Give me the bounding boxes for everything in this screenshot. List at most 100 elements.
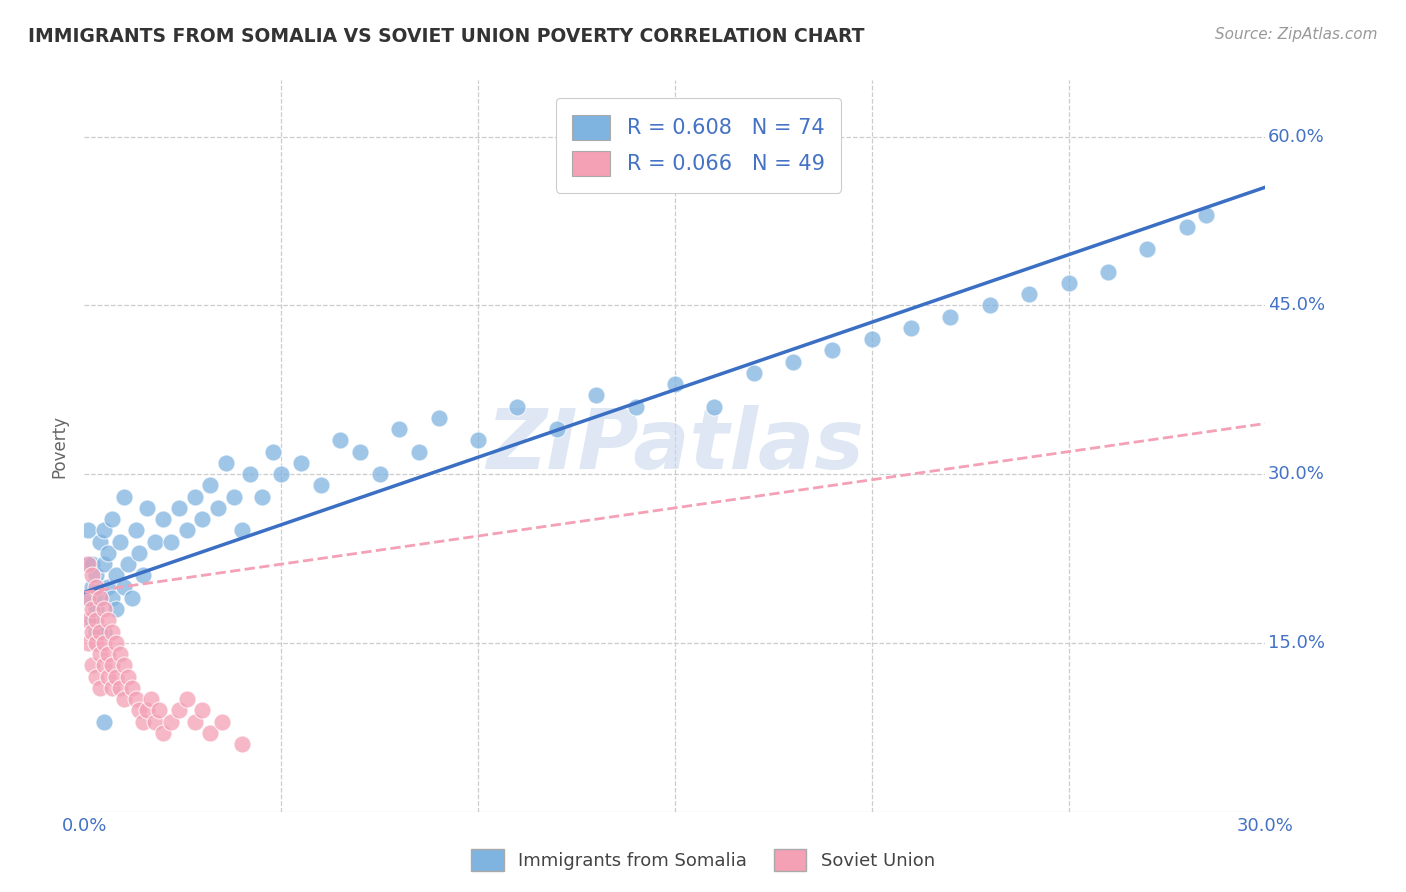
Point: [222, 490, 245, 504]
Point: [117, 670, 139, 684]
Point: [585, 388, 607, 402]
Point: [160, 534, 183, 549]
Point: [231, 737, 253, 751]
Point: [388, 422, 411, 436]
Point: [506, 400, 529, 414]
Point: [97, 580, 120, 594]
Point: [77, 557, 100, 571]
Point: [97, 670, 120, 684]
Point: [215, 456, 238, 470]
Point: [132, 714, 155, 729]
Point: [128, 546, 150, 560]
Point: [231, 524, 253, 538]
Point: [97, 614, 120, 628]
Point: [77, 636, 100, 650]
Point: [84, 580, 107, 594]
Point: [160, 714, 183, 729]
Point: [200, 478, 222, 492]
Point: [141, 692, 163, 706]
Point: [77, 557, 100, 571]
Point: [152, 512, 174, 526]
Point: [104, 670, 127, 684]
Point: [427, 410, 450, 425]
Point: [89, 681, 111, 695]
Point: [82, 580, 104, 594]
Point: [89, 591, 111, 605]
Point: [176, 524, 198, 538]
Text: 60.0%: 60.0%: [1268, 128, 1324, 145]
Point: [143, 714, 166, 729]
Point: [183, 490, 205, 504]
Point: [93, 636, 115, 650]
Point: [121, 681, 143, 695]
Point: [101, 512, 124, 526]
Point: [93, 714, 115, 729]
Point: [89, 624, 111, 639]
Point: [979, 298, 1001, 312]
Point: [124, 524, 146, 538]
Point: [89, 647, 111, 661]
Point: [900, 321, 922, 335]
Point: [821, 343, 844, 358]
Point: [108, 647, 131, 661]
Point: [167, 703, 190, 717]
Point: [742, 366, 765, 380]
Point: [112, 692, 135, 706]
Point: [121, 591, 143, 605]
Point: [108, 534, 131, 549]
Point: [250, 490, 273, 504]
Point: [132, 568, 155, 582]
Point: [93, 602, 115, 616]
Point: [467, 434, 489, 448]
Point: [93, 524, 115, 538]
Text: Source: ZipAtlas.com: Source: ZipAtlas.com: [1215, 27, 1378, 42]
Text: ZIPatlas: ZIPatlas: [486, 406, 863, 486]
Point: [97, 647, 120, 661]
Point: [703, 400, 725, 414]
Point: [1136, 242, 1159, 256]
Point: [1175, 219, 1198, 234]
Point: [93, 557, 115, 571]
Point: [1097, 264, 1119, 278]
Point: [77, 614, 100, 628]
Point: [84, 624, 107, 639]
Point: [82, 624, 104, 639]
Point: [93, 658, 115, 673]
Text: 15.0%: 15.0%: [1268, 634, 1324, 652]
Point: [124, 692, 146, 706]
Point: [290, 456, 312, 470]
Point: [408, 444, 430, 458]
Point: [82, 658, 104, 673]
Point: [939, 310, 962, 324]
Point: [1195, 208, 1218, 222]
Point: [309, 478, 332, 492]
Point: [200, 726, 222, 740]
Point: [176, 692, 198, 706]
Point: [368, 467, 391, 482]
Point: [89, 591, 111, 605]
Text: IMMIGRANTS FROM SOMALIA VS SOVIET UNION POVERTY CORRELATION CHART: IMMIGRANTS FROM SOMALIA VS SOVIET UNION …: [28, 27, 865, 45]
Point: [108, 681, 131, 695]
Point: [117, 557, 139, 571]
Point: [84, 568, 107, 582]
Point: [207, 500, 229, 515]
Point: [82, 557, 104, 571]
Point: [97, 546, 120, 560]
Point: [1057, 276, 1080, 290]
Y-axis label: Poverty: Poverty: [51, 415, 69, 477]
Point: [191, 512, 214, 526]
Point: [624, 400, 647, 414]
Point: [101, 591, 124, 605]
Text: 30.0%: 30.0%: [1268, 465, 1324, 483]
Point: [93, 624, 115, 639]
Point: [84, 614, 107, 628]
Point: [239, 467, 262, 482]
Point: [112, 658, 135, 673]
Point: [546, 422, 568, 436]
Point: [77, 591, 100, 605]
Point: [860, 332, 883, 346]
Point: [211, 714, 233, 729]
Point: [82, 614, 104, 628]
Point: [104, 568, 127, 582]
Point: [349, 444, 371, 458]
